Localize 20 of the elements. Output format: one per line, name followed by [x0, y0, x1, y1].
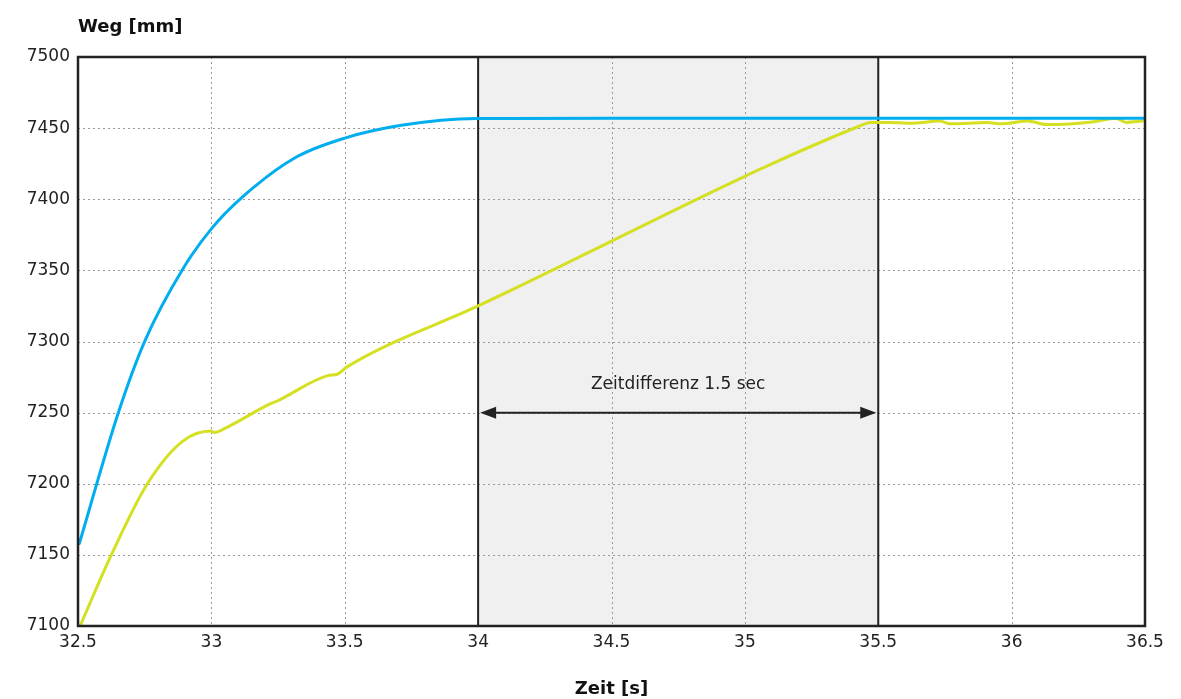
x-axis-title: Zeit [s] [574, 677, 649, 698]
y-tick-label: 7250 [26, 401, 70, 422]
x-tick-label: 33.5 [325, 630, 364, 651]
y-tick-label: 7500 [26, 45, 70, 66]
x-tick-label: 34 [467, 630, 489, 651]
x-tick-label: 36.5 [1126, 630, 1164, 651]
x-tick-label: 36 [1000, 630, 1023, 651]
x-tick-label: 33 [200, 630, 223, 651]
y-axis-title: Weg [mm] [78, 15, 183, 36]
y-tick-label: 7350 [26, 258, 70, 279]
y-tick-label: 7300 [26, 329, 70, 350]
x-tick-label: 35 [734, 630, 756, 651]
y-tick-label: 7200 [26, 472, 70, 493]
y-tick-label: 7450 [26, 116, 70, 137]
line-series [78, 116, 1145, 545]
x-tick-label: 34.5 [592, 630, 631, 651]
y-tick-label: 7150 [26, 543, 70, 564]
x-tick-label: 35.5 [859, 630, 898, 651]
y-tick-label: 7400 [26, 187, 70, 208]
annotation: Zeitdifferenz 1.5 sec [590, 372, 766, 393]
